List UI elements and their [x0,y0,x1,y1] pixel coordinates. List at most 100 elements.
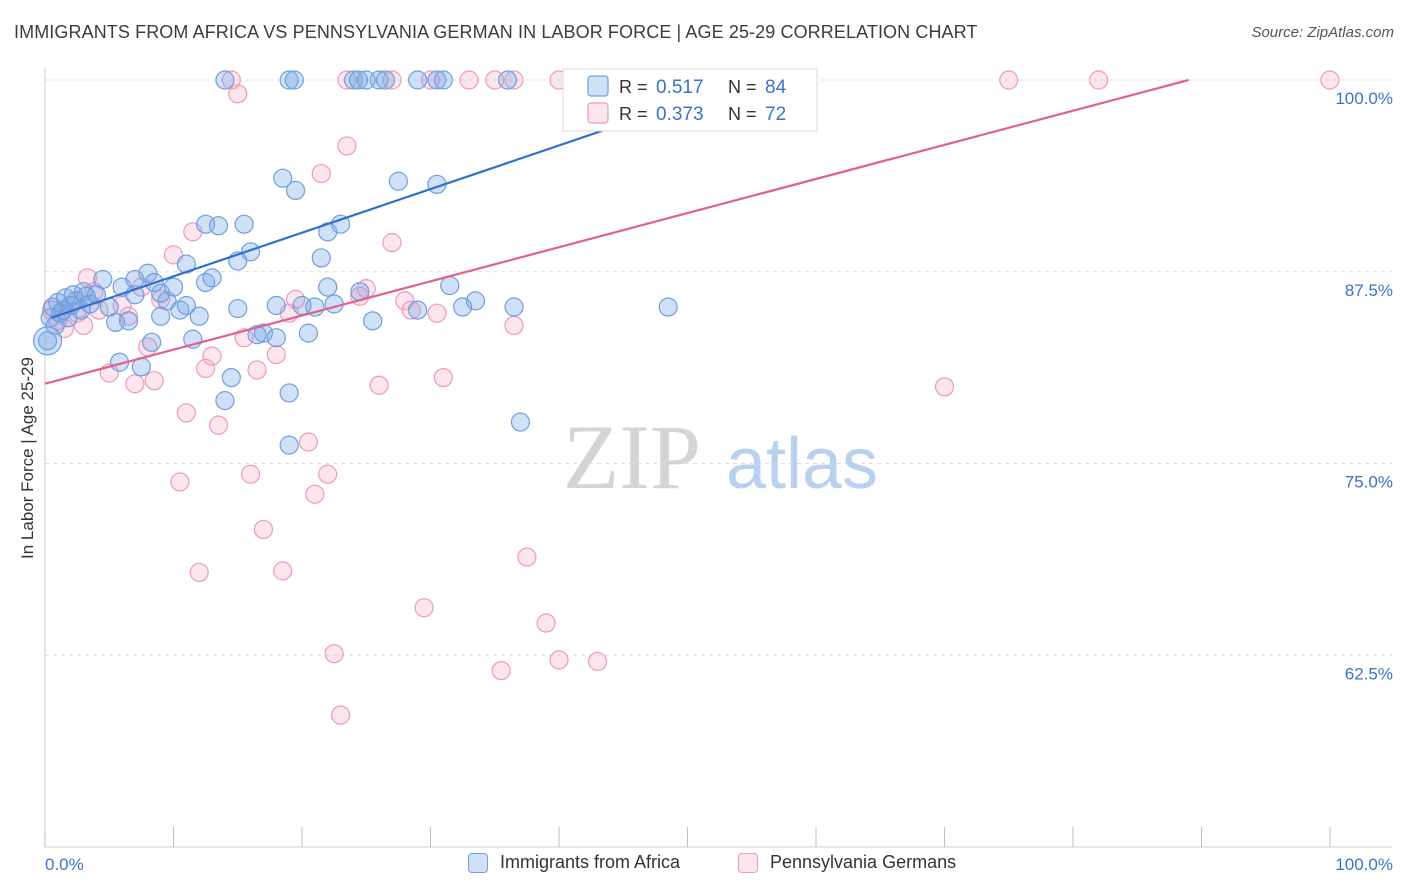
africa-point [375,70,396,90]
watermark-atlas: atlas [726,424,878,504]
pennsylvania-point [401,300,421,320]
pennsylvania-point [414,598,434,618]
africa-point [324,294,344,314]
pennsylvania-point [253,519,274,540]
africa-point [465,291,486,311]
x-tick-label-max: 100.0% [1335,855,1393,874]
africa-point [330,214,351,234]
pennsylvania-point [318,464,338,484]
pennsylvania-point [427,303,447,323]
inset-legend: R = 0.517 N = 84 R = 0.373 N = 72 [562,68,818,132]
pennsylvania-point [324,644,344,664]
inset-legend-n-label-blue: N = [728,77,757,97]
pennsylvania-point [504,315,524,336]
africa-point [510,412,531,432]
pennsylvania-point [517,547,537,567]
africa-point [208,216,229,236]
pennsylvania-point [337,70,357,90]
pennsylvania-point [170,472,190,492]
pennsylvania-point [433,367,453,388]
africa-point [228,298,248,319]
africa-point [298,323,319,343]
inset-legend-n-label-pink: N = [728,104,757,124]
inset-legend-box [562,68,818,132]
pennsylvania-point [504,70,524,90]
africa-point [433,70,453,90]
pennsylvania-point [934,377,955,397]
y-tick-label: 75.0% [1345,473,1393,492]
pennsylvania-point [305,484,325,504]
pennsylvania-point [382,233,402,253]
africa-point [279,383,299,403]
inset-legend-r-label-blue: R = [619,77,648,97]
africa-point [247,325,267,345]
watermark-zip: ZIP [563,406,701,508]
africa-point [440,275,460,296]
pennsylvania-point [266,344,286,365]
source-label: Source: ZipAtlas.com [1251,24,1394,41]
africa-point [318,277,338,297]
legend-item-pennsylvania[interactable]: Pennsylvania Germans [738,852,956,873]
africa-point [215,70,235,90]
inset-legend-r-value-blue: 0.517 [656,77,704,98]
africa-point [266,295,286,316]
africa-point [37,331,58,351]
africa-point [163,277,184,297]
pennsylvania-point [221,70,241,90]
x-tick-label-min: 0.0% [45,855,84,874]
inset-legend-swatch-blue [587,75,609,97]
pennsylvania-point [369,375,389,395]
pennsylvania-point [999,70,1019,90]
pennsylvania-point [241,464,261,484]
pennsylvania-point [73,315,94,336]
grid-layer [45,79,1392,656]
axis-layer [44,68,1392,848]
pennsylvania-point [273,561,293,581]
africa-point [279,70,299,90]
pennsylvania-point [298,432,319,452]
africa-point [369,70,389,90]
africa-point [241,242,261,262]
inset-legend-n-value-blue: 84 [765,77,787,98]
legend-item-africa[interactable]: Immigrants from Africa [468,852,680,873]
pennsylvania-point [587,651,608,671]
pennsylvania-point [491,660,511,681]
legend-swatch-africa [468,852,488,873]
africa-point [253,323,274,343]
pennsylvania-point [330,705,351,725]
africa-point [32,326,63,356]
inset-legend-n-value-pink: 72 [765,104,786,125]
pennsylvania-point [144,371,164,391]
africa-point [176,295,196,316]
legend-label-africa: Immigrants from Africa [500,852,681,872]
africa-point [363,311,383,331]
pennsylvania-point [311,163,331,184]
pennsylvania-point [247,360,267,380]
watermark: ZIP atlas [563,406,878,508]
pennsylvania-point [1320,70,1340,90]
africa-point [266,328,286,348]
inset-legend-swatch-pink [587,102,609,124]
y-tick-label: 87.5% [1345,281,1393,300]
africa-point [279,435,299,455]
africa-point [658,297,678,317]
inset-legend-r-value-pink: 0.373 [656,104,704,125]
africa-point [348,70,369,90]
pennsylvania-point [176,403,196,423]
y-axis-label: In Labor Force | Age 25-29 [18,357,37,559]
africa-point [388,171,408,191]
chart-title: IMMIGRANTS FROM AFRICA VS PENNSYLVANIA G… [14,22,978,42]
pennsylvania-point [125,374,145,394]
pennsylvania-point [196,358,216,378]
africa-point [142,332,162,352]
africa-point [202,268,222,288]
pennsylvania-point [1089,70,1109,90]
legend-label-pennsylvania: Pennsylvania Germans [770,852,957,872]
africa-point [221,367,241,388]
africa-point [93,269,113,290]
bottom-legend: Immigrants from Africa Pennsylvania Germ… [0,852,1406,878]
africa-point [408,300,428,320]
pennsylvania-point [151,289,171,309]
pennsylvania-point [337,136,357,156]
